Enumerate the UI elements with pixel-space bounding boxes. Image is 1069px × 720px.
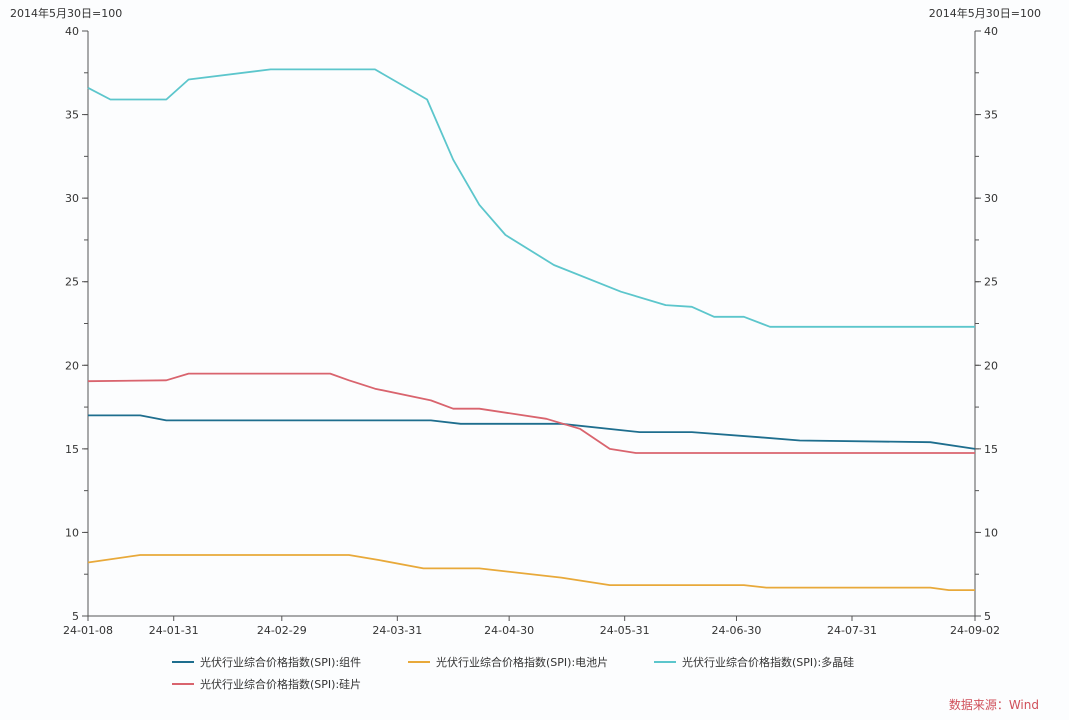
series-line-2 <box>87 68 975 328</box>
left-unit-label: 2014年5月30日=100 <box>10 7 123 20</box>
right-y-tick-label: 35 <box>984 109 998 122</box>
x-tick-label: 24-01-08 <box>63 624 113 637</box>
legend-swatch <box>172 661 194 663</box>
series-line-0 <box>88 414 976 450</box>
legend-label: 光伏行业综合价格指数(SPI):多晶硅 <box>682 656 855 669</box>
data-source: 数据来源：Wind <box>948 698 1039 712</box>
series-line-3 <box>87 372 975 454</box>
left-y-tick-label: 40 <box>65 25 79 38</box>
legend-item-cells: 光伏行业综合价格指数(SPI):电池片 <box>408 654 608 670</box>
left-y-tick-label: 25 <box>65 276 79 289</box>
left-y-tick-label: 35 <box>65 109 79 122</box>
right-y-tick-label: 20 <box>984 359 998 372</box>
x-tick-label: 24-04-30 <box>484 624 534 637</box>
x-tick-label: 24-06-30 <box>712 624 762 637</box>
right-y-tick-label: 10 <box>984 526 998 539</box>
left-y-tick-label: 30 <box>65 192 79 205</box>
x-tick-label: 24-07-31 <box>827 624 877 637</box>
legend-label: 光伏行业综合价格指数(SPI):硅片 <box>200 678 362 691</box>
right-y-tick-label: 15 <box>984 443 998 456</box>
left-y-tick-label: 20 <box>65 359 79 372</box>
right-y-tick-label: 40 <box>984 25 998 38</box>
left-y-tick-label: 15 <box>65 443 79 456</box>
legend-item-polysilicon: 光伏行业综合价格指数(SPI):多晶硅 <box>654 654 854 670</box>
left-y-tick-label: 5 <box>72 610 79 623</box>
x-tick-label: 24-05-31 <box>600 624 650 637</box>
legend-swatch <box>172 683 194 685</box>
legend-label: 光伏行业综合价格指数(SPI):组件 <box>200 656 362 669</box>
right-y-tick-label: 5 <box>984 610 991 623</box>
legend-swatch <box>408 661 430 663</box>
legend-item-wafers: 光伏行业综合价格指数(SPI):硅片 <box>172 676 361 692</box>
x-tick-label: 24-03-31 <box>372 624 422 637</box>
left-y-tick-label: 10 <box>65 526 79 539</box>
x-tick-label: 24-01-31 <box>149 624 199 637</box>
x-tick-label: 24-02-29 <box>257 624 307 637</box>
right-unit-label: 2014年5月30日=100 <box>928 7 1041 20</box>
legend-swatch <box>654 661 676 663</box>
x-tick-label: 24-09-02 <box>950 624 1000 637</box>
right-y-tick-label: 30 <box>984 192 998 205</box>
right-y-tick-label: 25 <box>984 276 998 289</box>
series-line-1 <box>87 554 975 591</box>
legend-label: 光伏行业综合价格指数(SPI):电池片 <box>436 656 609 669</box>
legend-item-modules: 光伏行业综合价格指数(SPI):组件 <box>172 654 361 670</box>
